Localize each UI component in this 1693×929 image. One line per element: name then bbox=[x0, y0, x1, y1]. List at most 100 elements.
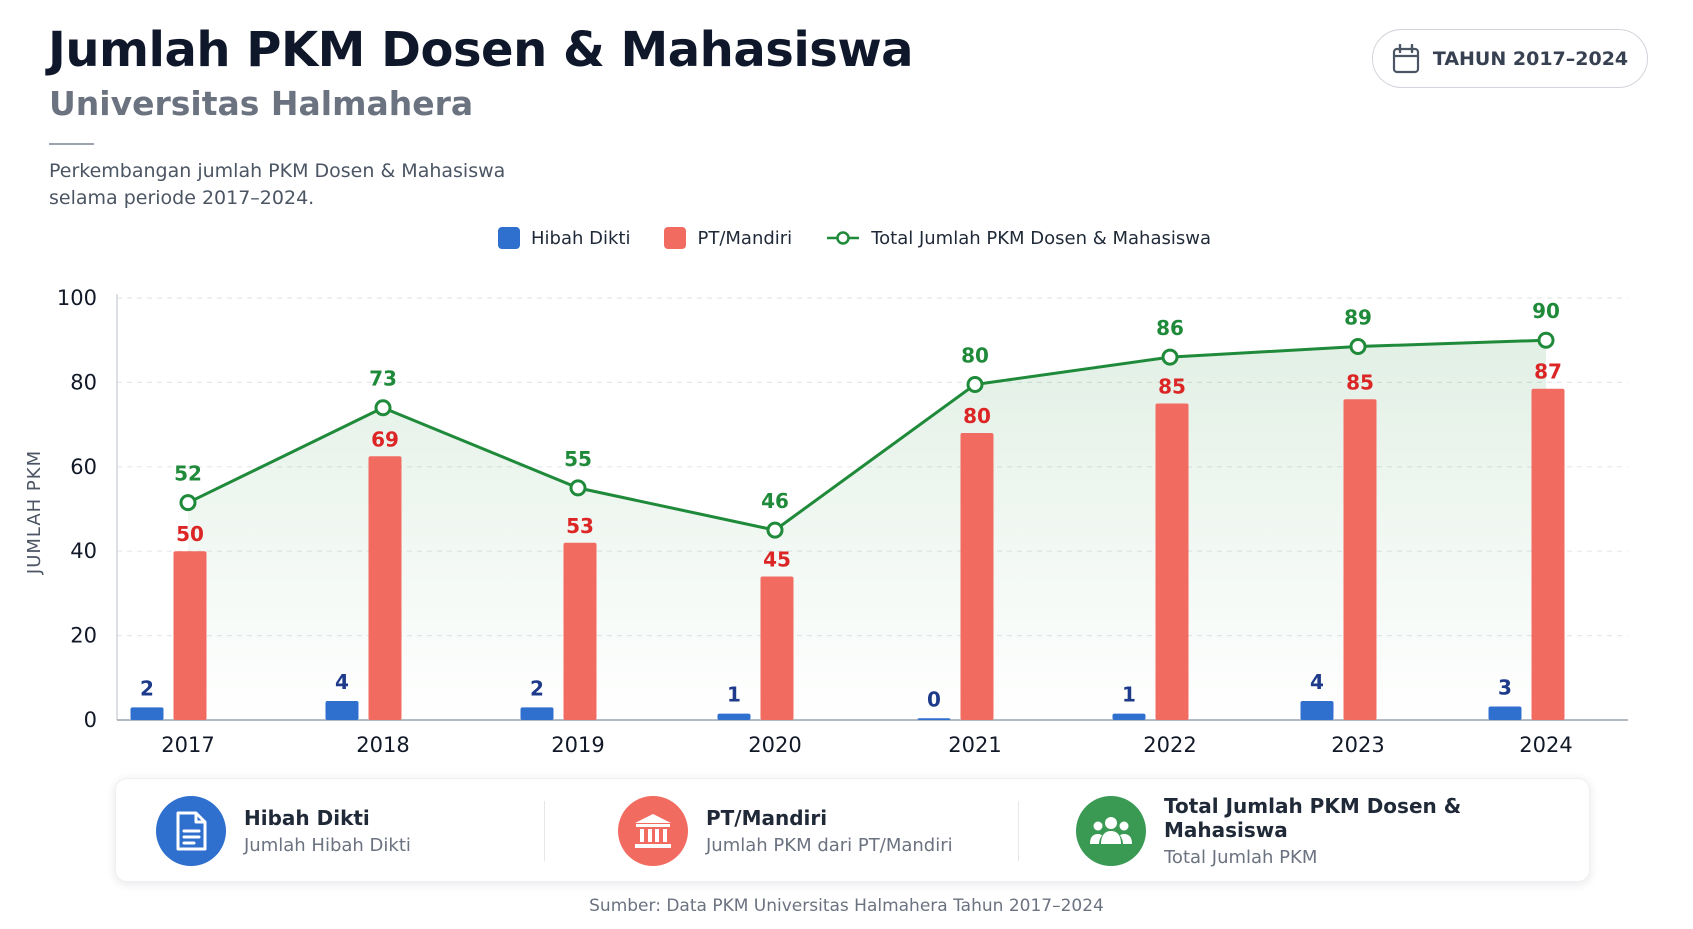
data-label-mandiri: 45 bbox=[763, 548, 791, 572]
y-tick-label: 40 bbox=[70, 539, 97, 563]
x-tick-label: 2018 bbox=[356, 733, 409, 757]
data-label-total: 90 bbox=[1532, 299, 1560, 323]
summary-subtitle-mandiri: Jumlah PKM dari PT/Mandiri bbox=[706, 835, 953, 856]
bar-hibah bbox=[1300, 701, 1334, 720]
y-tick-label: 20 bbox=[70, 624, 97, 648]
chart-description: Perkembangan jumlah PKM Dosen & Mahasisw… bbox=[49, 160, 506, 209]
bar-hibah bbox=[1112, 713, 1146, 720]
data-label-total: 73 bbox=[369, 367, 397, 391]
bar-hibah bbox=[325, 701, 359, 720]
data-label-mandiri: 80 bbox=[963, 404, 991, 428]
legend-swatch-hibah bbox=[498, 227, 520, 249]
bar-mandiri bbox=[1531, 388, 1565, 720]
summary-divider bbox=[1018, 801, 1019, 861]
data-label-mandiri: 69 bbox=[371, 427, 399, 451]
x-tick-label: 2017 bbox=[161, 733, 214, 757]
summary-item-total: Total Jumlah PKM Dosen & Mahasiswa Total… bbox=[1076, 779, 1589, 883]
summary-subtitle-total: Total Jumlah PKM bbox=[1164, 847, 1318, 868]
data-label-total: 55 bbox=[564, 447, 592, 471]
data-label-total: 52 bbox=[174, 462, 202, 486]
total-area bbox=[188, 340, 1546, 720]
summary-text-total: Total Jumlah PKM Dosen & Mahasiswa Total… bbox=[1164, 794, 1589, 868]
y-tick-label: 80 bbox=[70, 370, 97, 394]
bar-hibah bbox=[1488, 706, 1522, 720]
bar-hibah bbox=[917, 718, 951, 720]
bar-mandiri bbox=[1343, 399, 1377, 720]
total-point bbox=[179, 494, 197, 512]
data-label-total: 80 bbox=[961, 344, 989, 368]
bar-hibah bbox=[520, 707, 554, 720]
x-tick-label: 2023 bbox=[1331, 733, 1384, 757]
total-point bbox=[966, 376, 984, 394]
total-line bbox=[187, 338, 1547, 532]
data-label-mandiri: 87 bbox=[1534, 360, 1562, 384]
total-point bbox=[1161, 348, 1179, 366]
bar-mandiri bbox=[368, 456, 402, 720]
total-point bbox=[1349, 338, 1367, 356]
legend-swatch-mandiri bbox=[664, 227, 687, 249]
year-range-badge[interactable]: TAHUN 2017–2024 bbox=[1372, 29, 1648, 88]
chart-legend: Hibah Dikti PT/Mandiri Total Jumlah PKM … bbox=[498, 224, 1211, 252]
title-divider bbox=[49, 143, 94, 145]
data-label-mandiri: 53 bbox=[566, 514, 594, 538]
calendar-icon bbox=[1392, 43, 1420, 74]
summary-title-mandiri: PT/Mandiri bbox=[706, 806, 828, 830]
total-point bbox=[1537, 331, 1555, 349]
bar-mandiri bbox=[173, 551, 207, 720]
legend-item-mandiri: PT/Mandiri bbox=[664, 227, 792, 249]
bar-hibah bbox=[717, 713, 751, 720]
bank-icon bbox=[618, 796, 688, 866]
data-label-hibah: 1 bbox=[1122, 683, 1136, 707]
data-label-hibah: 0 bbox=[927, 687, 941, 711]
total-point bbox=[569, 479, 587, 497]
data-label-total: 86 bbox=[1156, 316, 1184, 340]
page-title: Jumlah PKM Dosen & Mahasiswa bbox=[48, 22, 914, 78]
document-icon bbox=[156, 796, 226, 866]
y-tick-label: 60 bbox=[70, 455, 97, 479]
legend-label-total: Total Jumlah PKM Dosen & Mahasiswa bbox=[871, 227, 1211, 249]
summary-text-hibah: Hibah Dikti Jumlah Hibah Dikti bbox=[244, 806, 411, 856]
y-axis-title: JUMLAH PKM bbox=[24, 450, 45, 575]
legend-item-total: Total Jumlah PKM Dosen & Mahasiswa bbox=[826, 228, 1211, 249]
bar-mandiri bbox=[1155, 403, 1189, 720]
data-label-mandiri: 85 bbox=[1158, 375, 1186, 399]
data-label-hibah: 4 bbox=[335, 670, 349, 694]
legend-line-total bbox=[826, 230, 860, 246]
people-icon bbox=[1076, 796, 1146, 866]
x-tick-label: 2024 bbox=[1519, 733, 1572, 757]
bar-hibah bbox=[130, 707, 164, 720]
summary-text-mandiri: PT/Mandiri Jumlah PKM dari PT/Mandiri bbox=[706, 806, 953, 856]
data-label-hibah: 1 bbox=[727, 683, 741, 707]
x-tick-label: 2019 bbox=[551, 733, 604, 757]
data-label-hibah: 2 bbox=[530, 676, 544, 700]
data-label-total: 46 bbox=[761, 489, 789, 513]
data-label-mandiri: 85 bbox=[1346, 370, 1374, 394]
legend-label-hibah: Hibah Dikti bbox=[531, 227, 631, 249]
bar-mandiri bbox=[760, 576, 794, 720]
summary-panel: Hibah Dikti Jumlah Hibah Dikti PT/Mandir… bbox=[115, 778, 1590, 882]
x-tick-label: 2021 bbox=[948, 733, 1001, 757]
y-tick-label: 0 bbox=[84, 708, 97, 732]
total-point bbox=[374, 399, 392, 417]
summary-item-hibah: Hibah Dikti Jumlah Hibah Dikti bbox=[156, 779, 411, 883]
total-point bbox=[766, 521, 784, 539]
data-label-total: 89 bbox=[1344, 306, 1372, 330]
summary-item-mandiri: PT/Mandiri Jumlah PKM dari PT/Mandiri bbox=[618, 779, 953, 883]
y-tick-label: 100 bbox=[57, 286, 97, 310]
data-label-mandiri: 50 bbox=[176, 522, 204, 546]
summary-title-hibah: Hibah Dikti bbox=[244, 806, 370, 830]
data-label-hibah: 4 bbox=[1310, 670, 1324, 694]
legend-label-mandiri: PT/Mandiri bbox=[697, 227, 793, 249]
legend-item-hibah: Hibah Dikti bbox=[498, 227, 630, 249]
page-subtitle: Universitas Halmahera bbox=[49, 84, 474, 123]
data-label-hibah: 3 bbox=[1498, 675, 1512, 699]
bar-mandiri bbox=[960, 433, 994, 720]
summary-divider bbox=[544, 801, 545, 861]
data-label-hibah: 2 bbox=[140, 676, 154, 700]
x-tick-label: 2022 bbox=[1143, 733, 1196, 757]
summary-subtitle-hibah: Jumlah Hibah Dikti bbox=[244, 835, 411, 856]
source-note: Sumber: Data PKM Universitas Halmahera T… bbox=[589, 896, 1104, 916]
bar-mandiri bbox=[563, 542, 597, 720]
summary-title-total: Total Jumlah PKM Dosen & Mahasiswa bbox=[1164, 794, 1462, 842]
